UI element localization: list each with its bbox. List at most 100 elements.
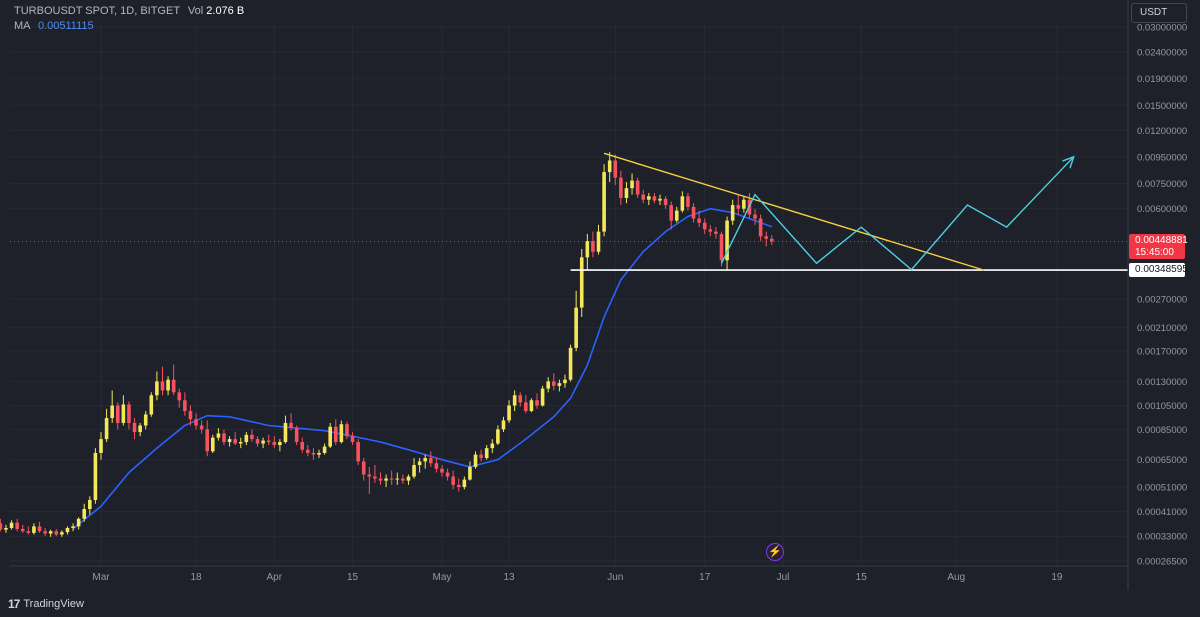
time-tick-label: Aug — [947, 572, 965, 583]
candle-body — [468, 466, 472, 480]
ma-row[interactable]: MA 0.00511115 — [14, 19, 244, 34]
candle-body — [619, 177, 623, 198]
candle-body — [350, 436, 355, 443]
candle-body — [216, 433, 221, 438]
tradingview-mark-icon: 17 — [8, 597, 20, 611]
candle-body — [183, 400, 187, 412]
candle-body — [15, 522, 19, 529]
candle-body — [250, 434, 254, 440]
price-tick-label: 0.00033000 — [1137, 532, 1187, 543]
symbol-row[interactable]: TURBOUSDT SPOT, 1D, BITGET Vol 2.076 B — [14, 4, 244, 19]
candle-body — [540, 388, 545, 406]
time-axis[interactable]: Mar 18 Apr 15 May 13 Jun 17 Jul 15 Aug 19 — [10, 565, 1128, 583]
lightning-icon[interactable]: ⚡ — [766, 543, 784, 561]
candle-body — [20, 528, 25, 532]
candle-body — [429, 457, 433, 464]
candle-body — [585, 241, 590, 258]
candle-body — [48, 531, 53, 534]
price-tick-label: 0.00065000 — [1137, 455, 1187, 466]
tradingview-logo[interactable]: 17 TradingView — [8, 597, 84, 611]
candle-body — [574, 307, 578, 348]
candle-body — [434, 463, 439, 469]
candle-body — [742, 199, 746, 209]
candle-body — [143, 414, 148, 426]
time-tick-label: 15 — [856, 572, 868, 583]
price-axis[interactable]: 0.03000000 0.02400000 0.01900000 0.01500000… — [1127, 0, 1187, 590]
candle-body — [333, 426, 338, 443]
candle-body — [233, 439, 237, 444]
candle-body — [4, 527, 8, 530]
candle-body — [322, 446, 327, 453]
candle-body — [37, 526, 42, 532]
candle-body — [613, 160, 618, 178]
candle-body — [714, 231, 718, 234]
candle-body — [345, 424, 349, 437]
candle-body — [764, 236, 769, 239]
candle-body — [222, 433, 226, 443]
time-tick-label: Apr — [267, 572, 283, 583]
time-tick-label: 19 — [1051, 572, 1063, 583]
price-tick-label: 0.00270000 — [1137, 294, 1187, 305]
volume-label: Vol — [187, 5, 204, 17]
currency-unit-button[interactable]: USDT — [1131, 3, 1187, 23]
candle-body — [652, 196, 657, 201]
candle-body — [171, 379, 176, 393]
candle-body — [596, 231, 601, 252]
candle-body — [686, 196, 690, 207]
price-tick-label: 0.00600000 — [1137, 204, 1187, 215]
candle-body — [770, 238, 774, 242]
candle-body — [261, 440, 265, 444]
candles-layer[interactable] — [0, 152, 774, 537]
candle-body — [0, 523, 3, 530]
candle-body — [568, 347, 573, 380]
time-tick-label: 15 — [347, 572, 359, 583]
candle-body — [501, 420, 506, 430]
candle-body — [535, 400, 539, 406]
candle-body — [205, 429, 210, 452]
descending-trendline — [603, 152, 985, 271]
price-tick-label: 0.00105000 — [1137, 401, 1187, 412]
candle-body — [697, 218, 701, 223]
candle-body — [462, 479, 467, 488]
candle-body — [188, 411, 193, 420]
price-tick-label: 0.00041000 — [1137, 507, 1187, 518]
candle-body — [702, 222, 707, 230]
candle-body — [199, 425, 204, 430]
price-tick-label: 0.00130000 — [1137, 377, 1187, 388]
candle-body — [730, 205, 735, 221]
candle-body — [238, 442, 243, 444]
projection-arrowhead — [1062, 155, 1075, 169]
candle-body — [579, 257, 584, 308]
candle-body — [155, 381, 159, 396]
candle-body — [93, 452, 98, 500]
candle-body — [110, 405, 114, 419]
time-tick-label: May — [433, 572, 452, 583]
candle-body — [557, 383, 562, 386]
volume-value: 2.076 B — [206, 5, 245, 17]
candle-body — [758, 218, 763, 237]
candle-body — [389, 478, 394, 480]
candle-body — [115, 405, 120, 423]
candle-body — [401, 478, 405, 481]
candle-body — [753, 214, 757, 219]
time-tick-label: 17 — [699, 572, 711, 583]
grid — [10, 22, 1128, 566]
drawings-layer[interactable] — [570, 152, 1128, 271]
candle-body — [591, 241, 595, 252]
candle-body — [88, 499, 92, 509]
candle-body — [138, 425, 142, 433]
candle-body — [423, 457, 428, 462]
candle-body — [624, 188, 629, 198]
candle-body — [311, 452, 316, 455]
time-tick-label: Jun — [607, 572, 623, 583]
candle-body — [691, 206, 696, 219]
candle-body — [647, 196, 651, 200]
candle-body — [255, 439, 260, 444]
candle-body — [71, 526, 75, 528]
candle-body — [272, 442, 277, 446]
chart-legend: TURBOUSDT SPOT, 1D, BITGET Vol 2.076 B M… — [14, 4, 244, 34]
symbol-title: TURBOUSDT SPOT, 1D, BITGET — [14, 5, 180, 17]
current-price-tag: 0.00448881 15:45:00 — [1129, 234, 1188, 259]
candle-body — [9, 522, 14, 528]
